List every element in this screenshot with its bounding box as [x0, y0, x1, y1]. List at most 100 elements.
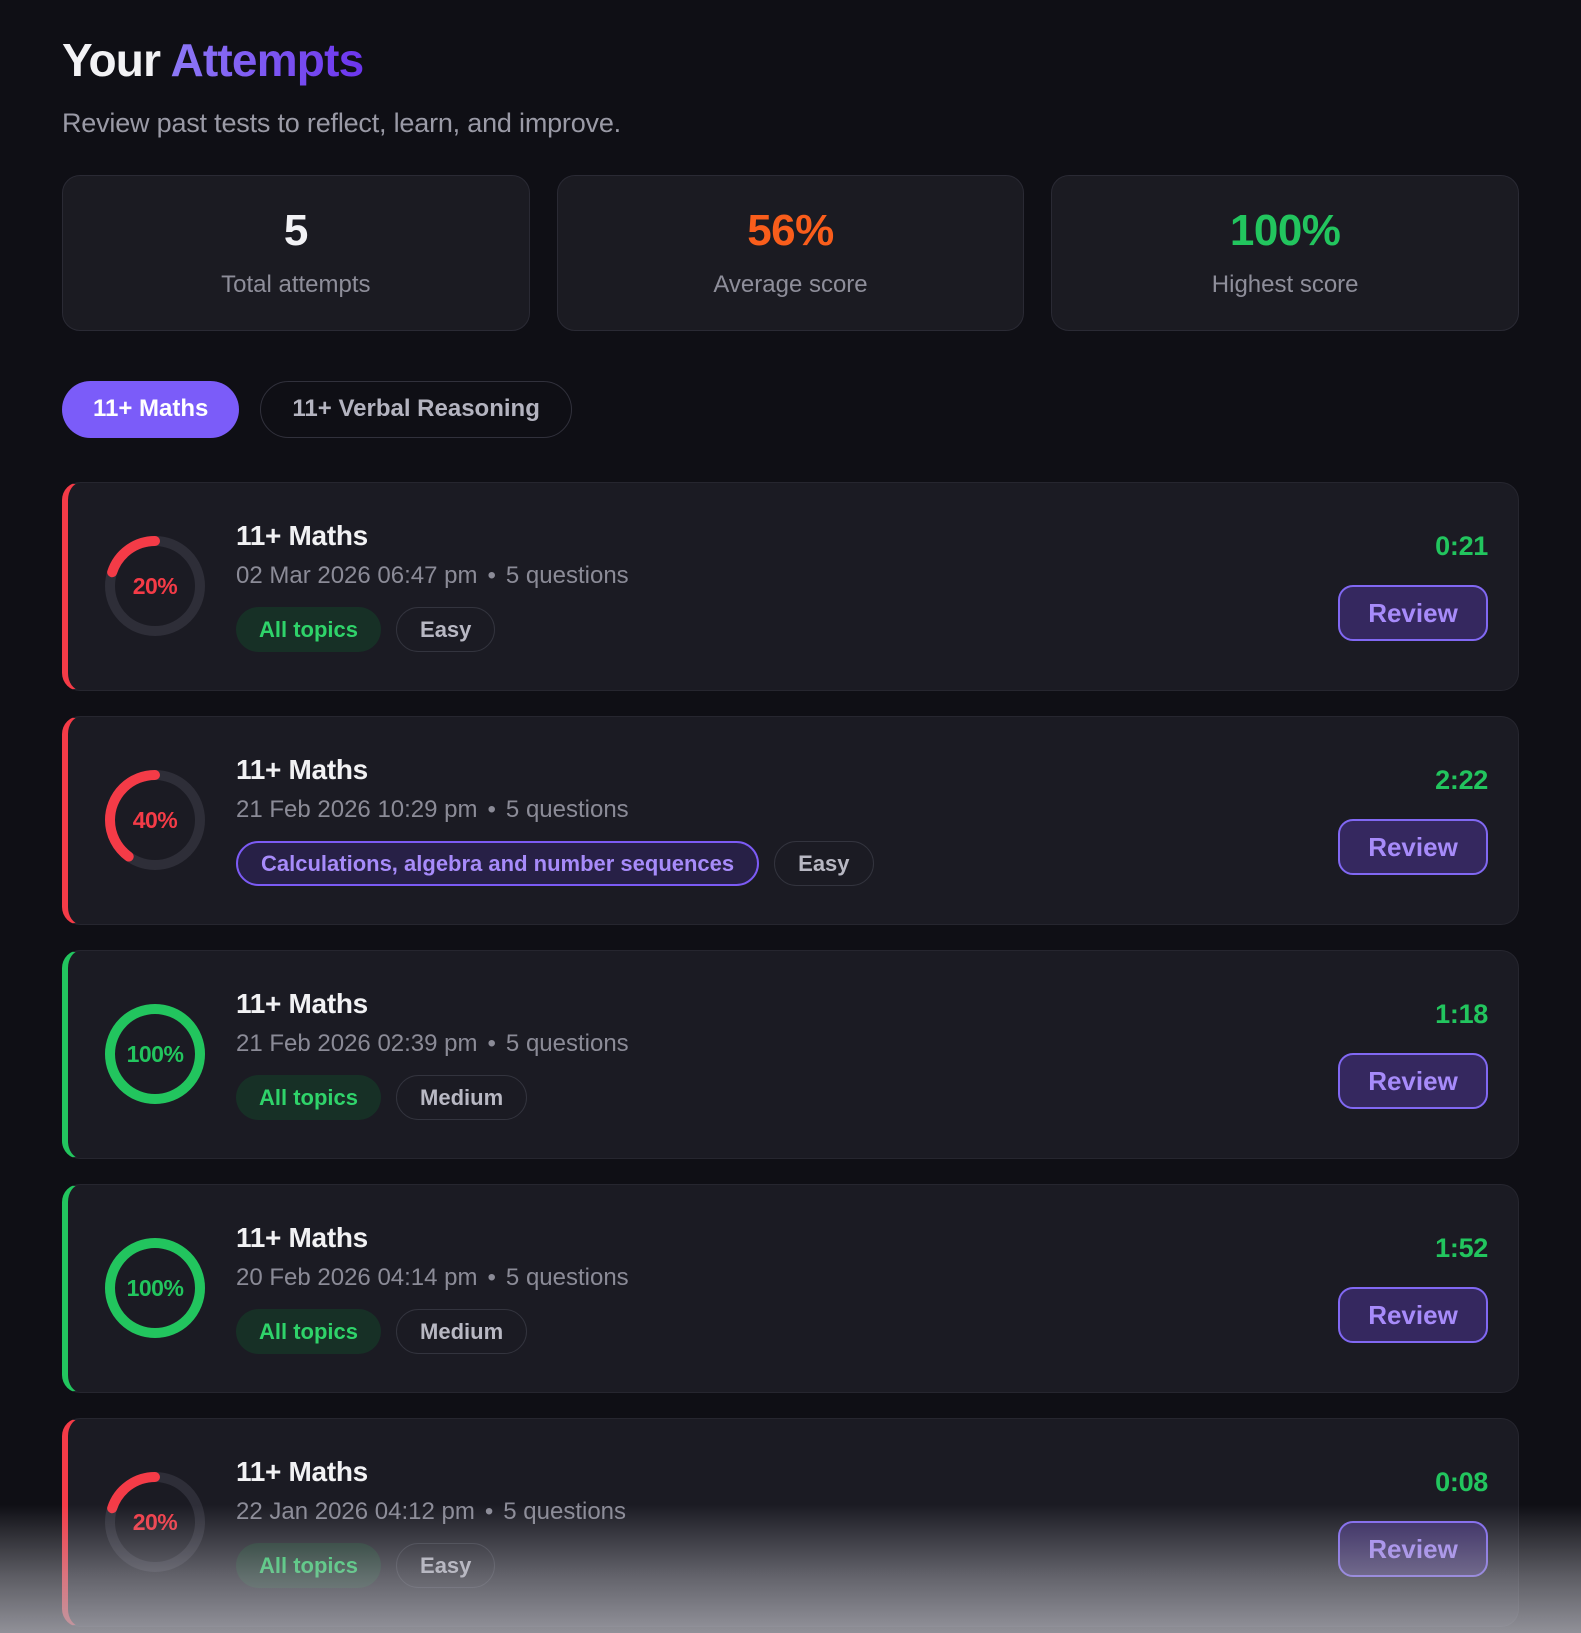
stat-card-total-attempts: 5 Total attempts	[62, 174, 530, 331]
attempt-info: 11+ Maths 22 Jan 2026 04:12 pm • 5 quest…	[236, 1456, 1338, 1589]
attempt-badges: All topics Medium	[236, 1075, 1338, 1121]
page-title-accent: Attempts	[170, 34, 364, 86]
attempt-question-count: 5 questions	[505, 1264, 629, 1292]
stat-value: 5	[283, 206, 308, 256]
stat-value: 56%	[747, 206, 834, 256]
attempt-question-count: 5 questions	[505, 1030, 629, 1058]
attempt-meta: 21 Feb 2026 10:29 pm • 5 questions	[236, 796, 1338, 824]
attempt-info: 11+ Maths 21 Feb 2026 02:39 pm • 5 quest…	[236, 988, 1338, 1121]
attempt-info: 11+ Maths 02 Mar 2026 06:47 pm • 5 quest…	[236, 520, 1338, 653]
page-title: Your Attempts	[62, 34, 1519, 87]
score-ring-label: 20%	[132, 572, 178, 599]
attempt-duration: 1:52	[1435, 1233, 1488, 1264]
page-subtitle: Review past tests to reflect, learn, and…	[62, 107, 621, 138]
attempt-meta: 22 Jan 2026 04:12 pm • 5 questions	[236, 1498, 1338, 1526]
meta-separator-dot: •	[487, 1264, 496, 1292]
meta-separator-dot: •	[487, 1030, 496, 1058]
meta-separator-dot: •	[487, 562, 496, 590]
score-ring-progress	[105, 536, 205, 637]
attempt-info: 11+ Maths 21 Feb 2026 10:29 pm • 5 quest…	[236, 754, 1338, 887]
attempts-list: 20% 11+ Maths 02 Mar 2026 06:47 pm • 5 q…	[62, 481, 1519, 1627]
attempt-duration: 2:22	[1435, 765, 1488, 796]
attempt-badges: All topics Easy	[236, 607, 1338, 653]
stats-row: 5 Total attempts 56% Average score 100% …	[62, 174, 1519, 331]
difficulty-badge: Easy	[396, 607, 496, 653]
subject-tabs: 11+ Maths 11+ Verbal Reasoning	[62, 380, 1519, 438]
score-ring-label: 20%	[132, 1508, 178, 1535]
score-ring: 20%	[104, 535, 206, 637]
attempt-duration: 1:18	[1435, 999, 1488, 1030]
stat-card-average-score: 56% Average score	[556, 174, 1025, 331]
stat-value: 100%	[1229, 206, 1341, 256]
attempt-side: 0:08 Review	[1338, 1467, 1488, 1578]
review-button[interactable]: Review	[1338, 819, 1488, 876]
review-button[interactable]: Review	[1338, 585, 1488, 642]
attempt-side: 0:21 Review	[1338, 531, 1488, 642]
attempt-badges: All topics Medium	[236, 1309, 1338, 1355]
score-ring: 100%	[104, 1003, 206, 1105]
attempt-meta: 02 Mar 2026 06:47 pm • 5 questions	[236, 562, 1338, 590]
difficulty-badge: Medium	[396, 1309, 528, 1355]
score-ring: 20%	[104, 1471, 206, 1573]
topic-badge: Calculations, algebra and number sequenc…	[236, 841, 760, 887]
attempt-side: 1:18 Review	[1338, 999, 1488, 1110]
stat-label: Average score	[713, 271, 868, 299]
score-ring-progress	[105, 1472, 205, 1573]
topic-badge: All topics	[236, 607, 382, 653]
attempt-datetime: 22 Jan 2026 04:12 pm	[236, 1498, 475, 1526]
attempt-question-count: 5 questions	[505, 562, 629, 590]
meta-separator-dot: •	[487, 796, 496, 824]
review-button[interactable]: Review	[1338, 1287, 1488, 1344]
attempt-badges: All topics Easy	[236, 1543, 1338, 1589]
score-ring-progress	[105, 1004, 205, 1105]
score-ring: 40%	[104, 769, 206, 871]
attempt-title: 11+ Maths	[236, 520, 368, 552]
meta-separator-dot: •	[484, 1498, 494, 1526]
attempt-title: 11+ Maths	[236, 1222, 368, 1254]
attempt-title: 11+ Maths	[236, 988, 368, 1020]
score-ring-progress	[105, 1238, 205, 1339]
score-ring: 100%	[104, 1237, 206, 1339]
score-ring-label: 100%	[126, 1040, 184, 1067]
difficulty-badge: Medium	[396, 1075, 528, 1121]
topic-badge: All topics	[236, 1543, 382, 1589]
attempt-card: 40% 11+ Maths 21 Feb 2026 10:29 pm • 5 q…	[62, 715, 1519, 925]
attempt-card: 20% 11+ Maths 02 Mar 2026 06:47 pm • 5 q…	[62, 481, 1519, 691]
difficulty-badge: Easy	[774, 841, 874, 887]
score-ring-svg	[105, 536, 205, 637]
topic-badge: All topics	[236, 1309, 382, 1355]
review-button[interactable]: Review	[1338, 1521, 1488, 1578]
difficulty-badge: Easy	[396, 1543, 496, 1589]
topic-badge: All topics	[236, 1075, 382, 1121]
attempt-duration: 0:21	[1435, 531, 1488, 562]
attempt-card: 100% 11+ Maths 20 Feb 2026 04:14 pm • 5 …	[62, 1183, 1519, 1393]
attempt-question-count: 5 questions	[505, 796, 629, 824]
attempt-card: 20% 11+ Maths 22 Jan 2026 04:12 pm • 5 q…	[62, 1417, 1519, 1627]
attempt-datetime: 21 Feb 2026 02:39 pm	[236, 1030, 478, 1058]
score-ring-svg	[105, 1238, 205, 1339]
attempt-title: 11+ Maths	[236, 754, 368, 786]
stat-label: Highest score	[1211, 271, 1359, 299]
score-ring-label: 100%	[126, 1274, 184, 1301]
score-ring-label: 40%	[132, 806, 178, 833]
attempt-meta: 21 Feb 2026 02:39 pm • 5 questions	[236, 1030, 1338, 1058]
score-ring-svg	[105, 770, 205, 871]
attempt-datetime: 02 Mar 2026 06:47 pm	[236, 562, 478, 590]
attempt-info: 11+ Maths 20 Feb 2026 04:14 pm • 5 quest…	[236, 1222, 1338, 1355]
attempt-card: 100% 11+ Maths 21 Feb 2026 02:39 pm • 5 …	[62, 949, 1519, 1159]
attempt-datetime: 21 Feb 2026 10:29 pm	[236, 796, 478, 824]
attempt-side: 1:52 Review	[1338, 1233, 1488, 1344]
tab-11-plus-verbal-reasoning[interactable]: 11+ Verbal Reasoning	[260, 380, 572, 438]
attempt-side: 2:22 Review	[1338, 765, 1488, 876]
tab-11-plus-maths[interactable]: 11+ Maths	[62, 380, 240, 438]
score-ring-progress	[105, 770, 205, 871]
review-button[interactable]: Review	[1338, 1053, 1488, 1110]
page-title-prefix: Your	[62, 34, 161, 86]
attempt-duration: 0:08	[1435, 1467, 1488, 1498]
attempt-badges: Calculations, algebra and number sequenc…	[236, 841, 1338, 887]
score-ring-svg	[105, 1004, 205, 1105]
stat-card-highest-score: 100% Highest score	[1051, 174, 1519, 331]
attempt-meta: 20 Feb 2026 04:14 pm • 5 questions	[236, 1264, 1338, 1292]
attempt-datetime: 20 Feb 2026 04:14 pm	[236, 1264, 478, 1292]
